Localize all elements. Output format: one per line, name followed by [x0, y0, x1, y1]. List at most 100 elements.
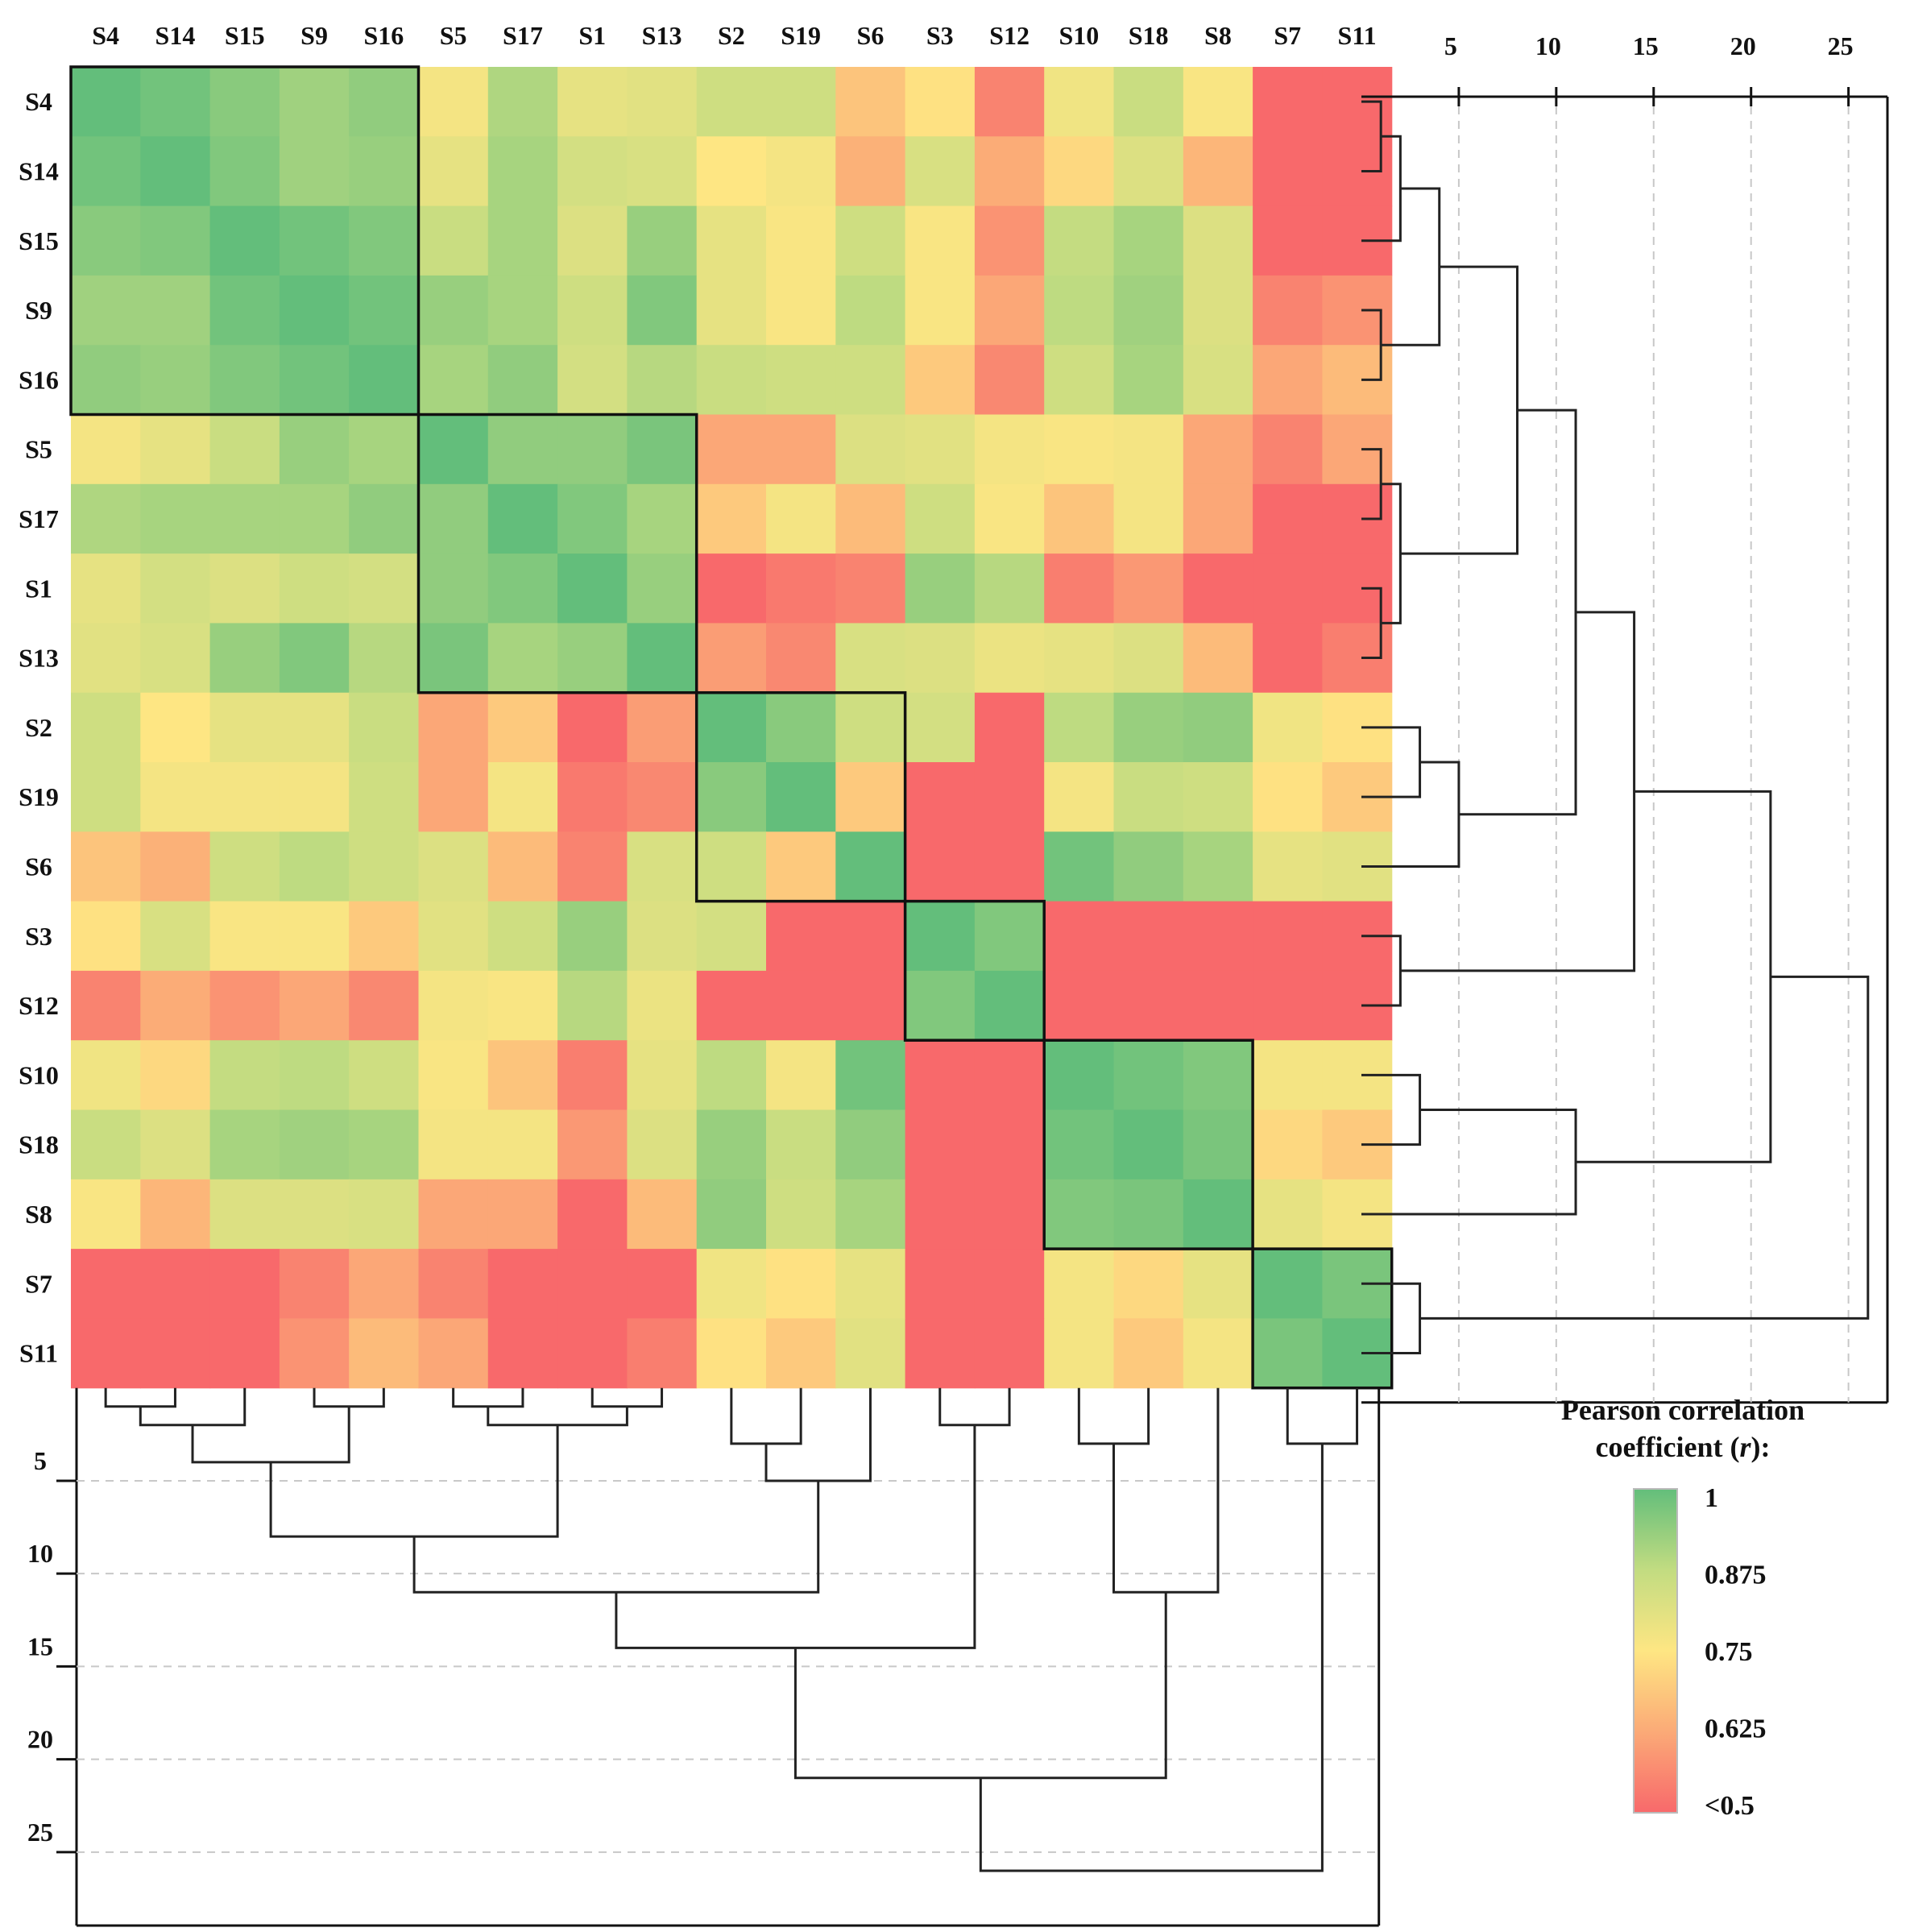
heatmap-cell	[209, 1318, 280, 1389]
heatmap-cell	[418, 67, 489, 137]
heatmap-cell	[905, 414, 976, 485]
heatmap-cell	[835, 831, 906, 902]
heatmap-cell	[557, 762, 628, 832]
column-label-s17: S17	[503, 21, 543, 50]
heatmap-cell	[487, 345, 558, 416]
heatmap-cell	[627, 205, 698, 276]
heatmap-cell	[557, 831, 628, 902]
heatmap-cell	[209, 1109, 280, 1180]
heatmap-cell	[349, 553, 420, 624]
cluster-block-outlines	[69, 65, 1394, 1390]
cluster-block-cluster-3	[694, 690, 907, 903]
heatmap-cell	[696, 345, 767, 416]
column-dendrogram-link	[1112, 1387, 1220, 1594]
heatmap-cell	[1113, 1318, 1184, 1389]
heatmap-cell	[1044, 1249, 1115, 1319]
cluster-block-cluster-6	[1251, 1247, 1394, 1390]
heatmap-cell	[627, 1109, 698, 1180]
heatmap-cell	[349, 483, 420, 554]
heatmap-cell	[627, 692, 698, 763]
heatmap-cell	[349, 1249, 420, 1319]
heatmap-cell	[557, 136, 628, 207]
heatmap-cell	[557, 1249, 628, 1319]
column-dendrogram-link	[191, 1406, 350, 1464]
column-dendrogram-link	[313, 1387, 385, 1408]
row-labels: S4 S14 S15 S9 S16 S5 S17 S1 S13 S2 S19 S6 S3 S12 S10 S1…	[19, 87, 59, 1367]
heatmap-cell	[766, 901, 836, 972]
heatmap-cell	[766, 1109, 836, 1180]
cluster-block-cluster-4	[903, 899, 1046, 1042]
column-dendrogram-tick-label: 25	[27, 1818, 53, 1847]
heatmap-cell	[140, 1179, 211, 1250]
heatmap-cell	[557, 692, 628, 763]
row-dendrogram-link	[1419, 975, 1870, 1320]
row-label-s8: S8	[25, 1200, 52, 1229]
heatmap-cell	[696, 1249, 767, 1319]
heatmap-cell	[557, 67, 628, 137]
heatmap-cell	[71, 136, 141, 207]
heatmap-cell	[766, 275, 836, 346]
heatmap-cell	[1113, 136, 1184, 207]
cluster-block-cluster-1	[69, 65, 421, 417]
heatmap-cell	[1044, 414, 1115, 485]
heatmap-cell	[905, 970, 976, 1041]
heatmap-cell	[140, 414, 211, 485]
heatmap-cell	[1044, 1109, 1115, 1180]
heatmap-cell	[349, 692, 420, 763]
row-dendrogram-link	[1361, 135, 1402, 243]
heatmap-cell	[1183, 136, 1253, 207]
heatmap-cell	[279, 970, 350, 1041]
heatmap-cell	[71, 901, 141, 972]
heatmap-cell	[696, 1179, 767, 1250]
heatmap-cell	[140, 205, 211, 276]
column-dendrogram-link	[979, 1443, 1324, 1872]
legend-tick-label: <0.5	[1705, 1791, 1755, 1821]
heatmap-cell	[71, 831, 141, 902]
column-dendrogram-tick-label: 10	[27, 1539, 53, 1568]
heatmap-cell	[487, 762, 558, 832]
heatmap-cell	[71, 275, 141, 346]
heatmap-cell	[1253, 692, 1323, 763]
heatmap-cell	[696, 831, 767, 902]
heatmap-cell	[71, 205, 141, 276]
column-dendrogram-link	[452, 1387, 524, 1408]
row-label-s2: S2	[25, 713, 52, 742]
heatmap-cell	[418, 1179, 489, 1250]
column-dendrogram-link	[104, 1387, 176, 1408]
heatmap-cell	[974, 483, 1045, 554]
heatmap-cell	[974, 205, 1045, 276]
heatmap-cell	[696, 414, 767, 485]
heatmap-cell	[418, 1040, 489, 1111]
column-label-s18: S18	[1129, 21, 1169, 50]
heatmap-cell	[279, 553, 350, 624]
heatmap-cell	[905, 553, 976, 624]
heatmap-cell	[71, 1249, 141, 1319]
heatmap-cell	[1183, 1040, 1253, 1111]
heatmap-cell	[974, 1249, 1045, 1319]
heatmap-cell	[1044, 1179, 1115, 1250]
heatmap-cell	[349, 901, 420, 972]
heatmap-cell	[627, 275, 698, 346]
column-dendrogram-link	[1286, 1387, 1359, 1445]
heatmap-cell	[71, 345, 141, 416]
heatmap-cell	[835, 762, 906, 832]
column-label-s7: S7	[1274, 21, 1301, 50]
heatmap-cell	[557, 1040, 628, 1111]
heatmap-cell	[1183, 553, 1253, 624]
heatmap-cell	[209, 1040, 280, 1111]
heatmap-cell	[905, 1109, 976, 1180]
heatmap-cell	[140, 1249, 211, 1319]
heatmap-cell	[1044, 623, 1115, 694]
heatmap-cell	[140, 623, 211, 694]
heatmap-cell	[557, 483, 628, 554]
heatmap-cell	[279, 67, 350, 137]
heatmap-cells	[71, 67, 1393, 1389]
heatmap-cell	[1183, 414, 1253, 485]
heatmap-cell	[557, 970, 628, 1041]
color-legend: Pearson correlation coefficient (r): 1 0.…	[1561, 1394, 1804, 1821]
heatmap-cell	[627, 901, 698, 972]
heatmap-cell	[905, 762, 976, 832]
heatmap-cell	[1253, 1249, 1323, 1319]
row-label-s9: S9	[25, 296, 52, 325]
heatmap-cell	[1253, 970, 1323, 1041]
